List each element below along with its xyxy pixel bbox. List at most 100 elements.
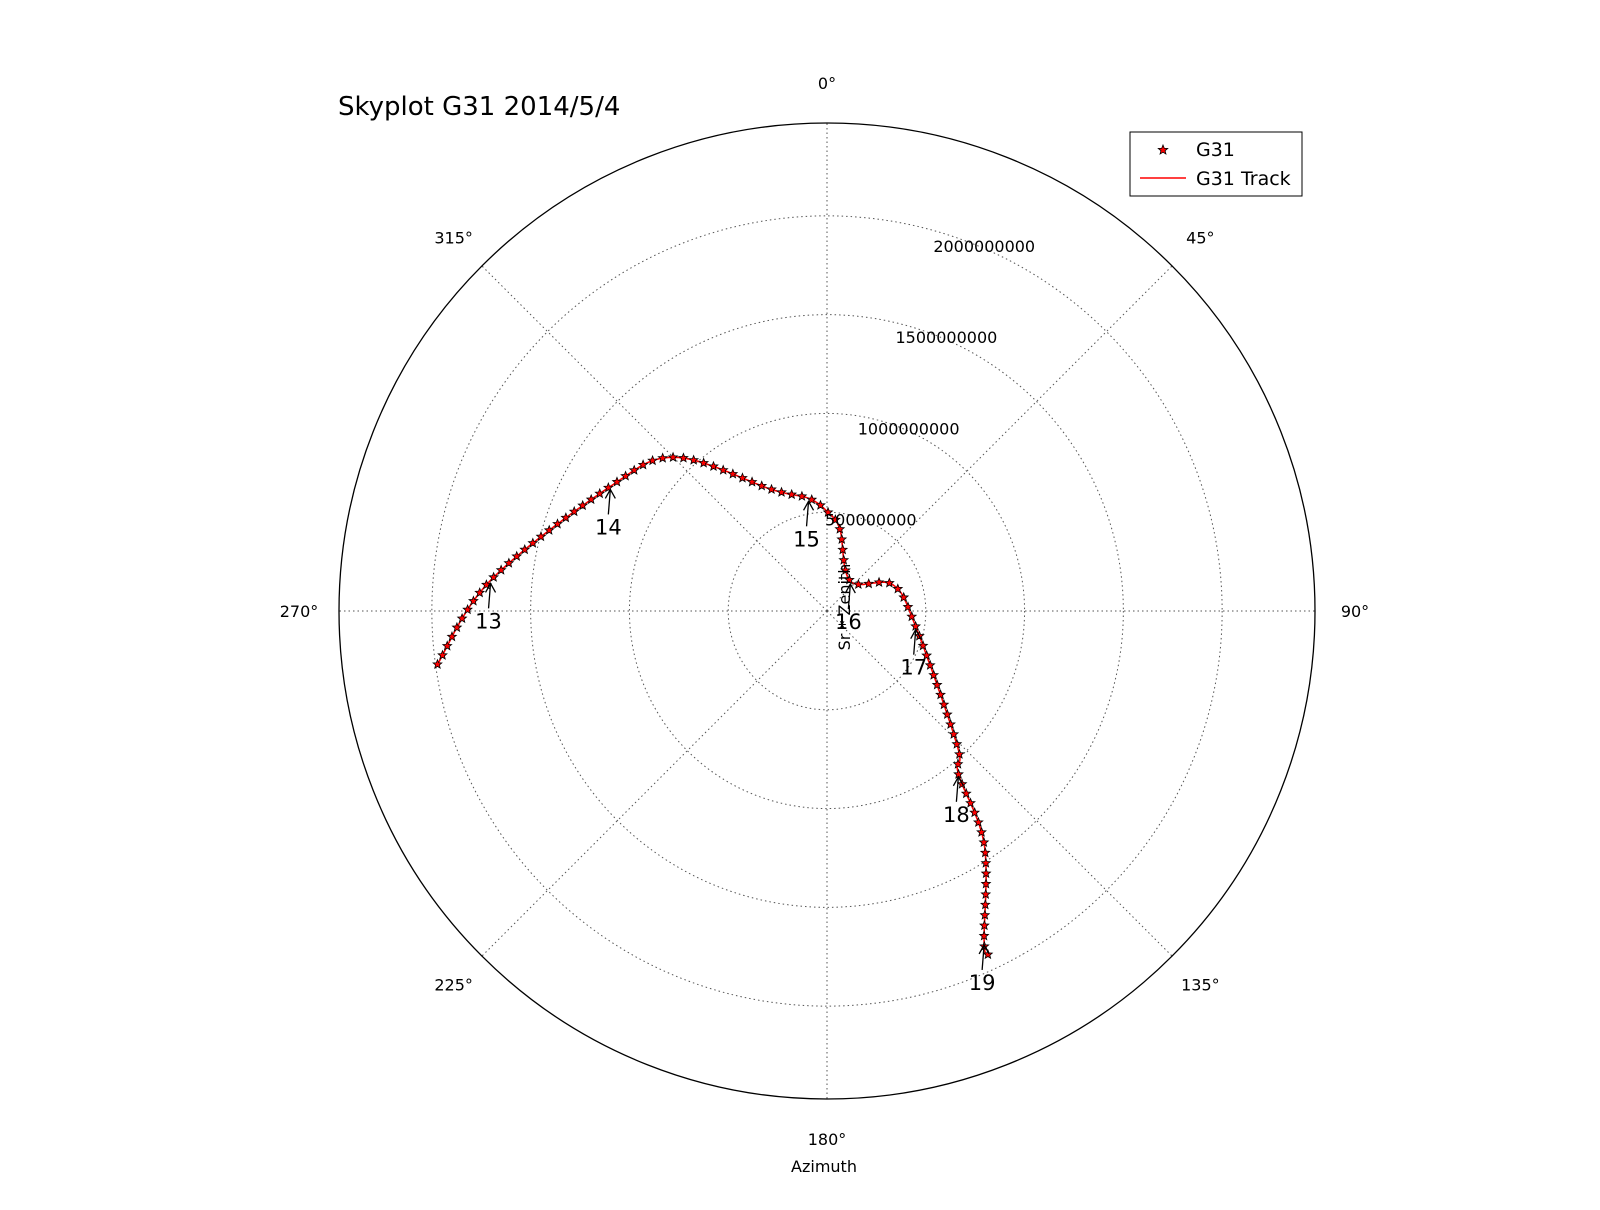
g31-marker [468, 595, 479, 606]
legend: G31 G31 Track [1129, 131, 1303, 197]
g31-marker [756, 480, 768, 491]
y-axis-label: Sr * Zenith [835, 564, 854, 651]
angle-tick-label: 225° [434, 975, 473, 994]
g31-marker [717, 464, 729, 475]
angular-grid-line [481, 610, 828, 957]
g31-marker [980, 888, 992, 899]
g31-marker [972, 816, 984, 827]
g31-marker [446, 631, 458, 642]
g31-marker [796, 490, 808, 501]
g31-marker [980, 857, 992, 868]
legend-star-marker [1157, 143, 1169, 155]
g31-marker [898, 591, 910, 603]
hour-annotation: 16 [835, 582, 862, 634]
g31-marker [873, 576, 885, 587]
g31-marker [543, 524, 555, 535]
g31-marker [611, 476, 623, 487]
g31-marker [441, 640, 453, 651]
g31-marker [480, 579, 492, 590]
hour-annotation: 15 [793, 499, 820, 551]
hour-label: 16 [835, 610, 862, 634]
g31-marker [979, 899, 991, 910]
g31-marker [979, 847, 991, 858]
g31-marker [965, 797, 976, 808]
hour-label: 15 [793, 527, 820, 551]
hour-annotation: 14 [595, 488, 622, 539]
g31-marker [906, 610, 918, 622]
g31-marker [951, 738, 963, 749]
g31-marker [495, 564, 507, 575]
g31-marker [837, 544, 849, 555]
g31-marker [503, 557, 515, 568]
g31-marker [954, 748, 965, 759]
polar-frame [338, 122, 1316, 1100]
g31-marker [829, 514, 841, 525]
angle-tick-label: 270° [280, 602, 319, 621]
g31-marker [883, 577, 895, 588]
g31-marker [978, 836, 990, 848]
g31-marker [931, 679, 943, 690]
g31-marker [941, 708, 953, 720]
g31-marker [488, 571, 500, 582]
g31-marker [980, 878, 992, 889]
radial-tick-label: 500000000 [825, 511, 917, 530]
g31-marker [852, 578, 864, 590]
g31-marker [928, 669, 940, 680]
g31-marker [535, 530, 547, 542]
g31-marker [863, 578, 875, 589]
g31-marker [746, 476, 758, 487]
chart-title: Skyplot G31 2014/5/4 [338, 92, 620, 122]
g31-marker [910, 620, 922, 631]
g31-marker [602, 482, 614, 493]
angle-tick-label: 315° [434, 229, 473, 248]
g31-marker [657, 452, 669, 463]
g31-marker [838, 554, 850, 565]
hour-annotation: 13 [475, 582, 502, 633]
g31-marker [474, 587, 486, 598]
polar-grid [339, 123, 1315, 1099]
g31-marker [836, 533, 848, 544]
g31-marker [511, 550, 523, 561]
g31-marker [982, 948, 994, 960]
marker-layer [432, 451, 994, 960]
g31-marker [560, 512, 572, 523]
g31-marker [708, 460, 719, 471]
hour-annotation: 19 [969, 943, 996, 995]
hour-label: 19 [969, 971, 996, 995]
g31-marker [822, 506, 834, 518]
g31-marker [519, 543, 531, 555]
g31-marker [786, 488, 798, 500]
g31-marker [948, 728, 960, 739]
g31-marker [432, 658, 443, 669]
g31-marker [527, 537, 539, 548]
g31-marker [938, 698, 950, 710]
g31-marker [902, 601, 914, 612]
g31-marker [637, 459, 649, 470]
g31-marker [766, 483, 777, 495]
radial-tick-label: 1500000000 [896, 328, 998, 347]
x-axis-label: Azimuth [791, 1157, 857, 1176]
angular-grid-line [826, 610, 1173, 957]
g31-marker [892, 583, 904, 594]
g31-marker [921, 649, 933, 661]
g31-marker [952, 758, 964, 769]
angle-tick-label: 135° [1181, 975, 1220, 994]
g31-marker [840, 564, 851, 575]
g31-marker [806, 493, 818, 505]
g31-marker [620, 470, 631, 481]
g31-marker [917, 640, 929, 651]
angle-tick-label: 0° [818, 74, 836, 93]
radial-grid-circle [431, 215, 1223, 1007]
g31-marker [678, 452, 689, 463]
g31-marker [437, 649, 448, 660]
g31-marker [924, 659, 936, 670]
g31-marker [451, 621, 463, 633]
hour-label: 17 [900, 656, 927, 680]
legend-label-g31-track: G31 Track [1196, 168, 1291, 190]
g31-marker [935, 689, 946, 700]
g31-marker [594, 487, 606, 499]
g31-marker [698, 457, 710, 468]
track-layer [436, 456, 989, 956]
angle-tick-label: 45° [1186, 229, 1214, 248]
